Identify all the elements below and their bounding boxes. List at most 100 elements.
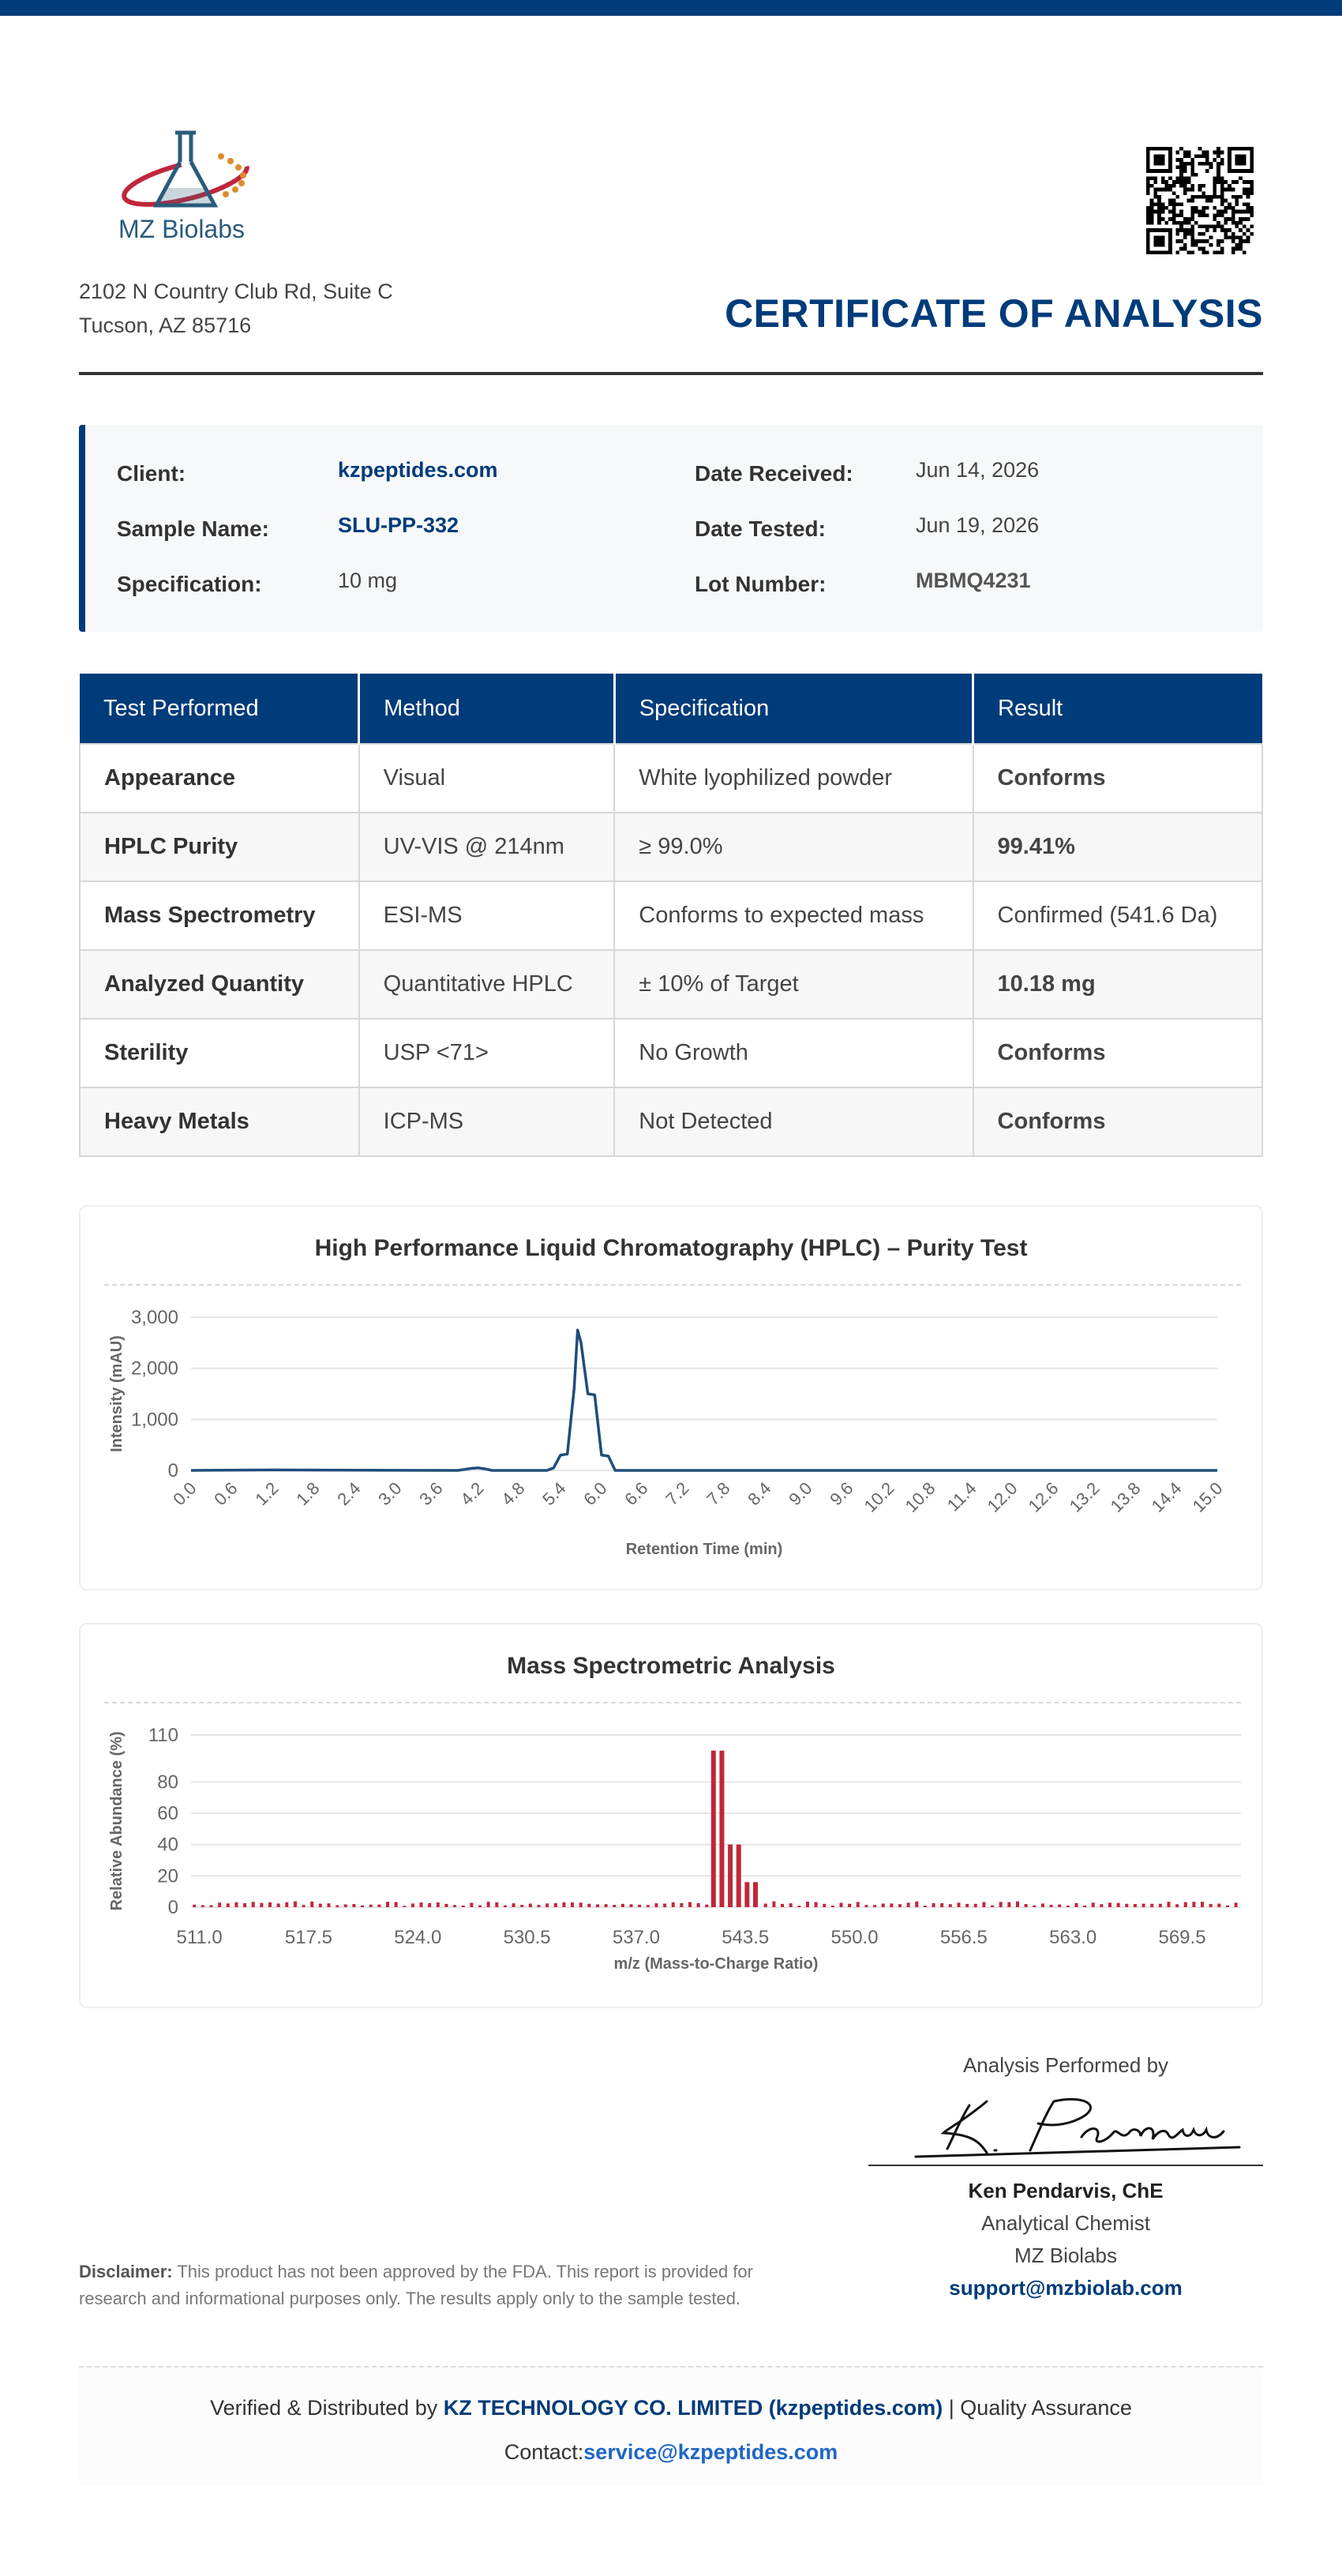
hplc-y-tick-label: 2,000 — [131, 1358, 178, 1380]
ms-noise-bar — [1066, 1906, 1070, 1907]
ms-noise-bar — [1150, 1903, 1154, 1907]
footer-contact-email-link[interactable]: service@kzpeptides.com — [583, 2440, 838, 2464]
header-divider — [79, 372, 1263, 375]
ms-noise-bar — [209, 1905, 213, 1907]
analyst-role: Analytical Chemist — [981, 2211, 1150, 2235]
signature-caption: Analysis Performed by — [962, 2053, 1169, 2077]
ms-peak-bar — [753, 1882, 759, 1907]
table-row: Analyzed Quantity Quantitative HPLC ± 10… — [79, 949, 1264, 1020]
ms-noise-bar — [293, 1901, 297, 1907]
hplc-x-tick-label: 6.6 — [620, 1478, 651, 1509]
ms-noise-bar — [932, 1903, 935, 1907]
flask-logo-icon — [122, 130, 249, 208]
ms-y-tick-label: 20 — [157, 1865, 178, 1887]
ms-noise-bar — [1167, 1902, 1171, 1907]
hplc-x-tick-label: 14.4 — [1148, 1478, 1186, 1516]
ms-noise-bar — [571, 1902, 575, 1907]
hplc-x-tick-label: 13.2 — [1066, 1478, 1104, 1516]
ms-noise-bar — [436, 1902, 440, 1907]
support-email-link[interactable]: support@mzbiolab.com — [949, 2276, 1183, 2300]
hplc-x-tick-label: 3.6 — [415, 1478, 446, 1509]
disclaimer: Disclaimer: This product has not been ap… — [79, 2259, 789, 2312]
footer-company-link[interactable]: KZ TECHNOLOGY CO. LIMITED (kzpeptides.co… — [443, 2396, 943, 2420]
ms-x-tick-label: 556.5 — [940, 1927, 988, 1948]
ms-noise-bar — [276, 1903, 280, 1907]
hplc-x-tick-label: 1.2 — [251, 1478, 282, 1509]
result-cell: 10.18 mg — [972, 949, 1264, 1020]
ms-noise-bar — [999, 1902, 1003, 1907]
ms-y-tick-label: 110 — [148, 1725, 178, 1746]
result-cell: 99.41% — [972, 812, 1264, 882]
analyst-organization: MZ Biolabs — [1014, 2244, 1118, 2267]
hplc-x-tick-label: 10.2 — [860, 1478, 898, 1516]
ms-y-tick-label: 0 — [168, 1897, 178, 1918]
test-cell: Mass Spectrometry — [79, 881, 360, 951]
hplc-x-tick-label: 0.0 — [169, 1478, 200, 1509]
client-label: Client: — [117, 461, 186, 486]
ms-noise-bar — [302, 1905, 306, 1907]
mass-spec-chart-title: Mass Spectrometric Analysis — [507, 1653, 835, 1679]
ms-noise-bar — [495, 1902, 499, 1907]
ms-x-tick-label: 517.5 — [285, 1927, 332, 1948]
test-cell: Sterility — [79, 1018, 360, 1088]
address-line-2: Tucson, AZ 85716 — [79, 314, 252, 337]
result-cell: Conforms — [972, 1087, 1264, 1157]
ms-noise-bar — [1091, 1902, 1095, 1907]
ms-noise-bar — [403, 1906, 407, 1907]
ms-noise-bar — [629, 1904, 633, 1907]
ms-noise-bar — [385, 1902, 389, 1907]
ms-noise-bar — [243, 1902, 247, 1907]
table-row: Sterility USP <71> No Growth Conforms — [79, 1018, 1264, 1088]
header-test: Test Performed — [80, 674, 361, 744]
ms-x-tick-label: 543.5 — [722, 1927, 769, 1948]
ms-noise-bar — [1209, 1903, 1213, 1907]
header-result: Result — [973, 674, 1262, 744]
ms-noise-bar — [369, 1904, 373, 1907]
ms-noise-bar — [1225, 1905, 1229, 1907]
signature-line — [868, 2165, 1263, 2166]
ms-noise-bar — [646, 1905, 650, 1907]
ms-noise-bar — [470, 1902, 474, 1907]
ms-noise-bar — [377, 1904, 381, 1907]
hplc-x-tick-label: 7.8 — [703, 1478, 733, 1509]
hplc-chart-card: High Performance Liquid Chromatography (… — [79, 1205, 1263, 1590]
ms-x-axis-label: m/z (Mass-to-Charge Ratio) — [614, 1955, 819, 1973]
ms-noise-bar — [830, 1906, 834, 1907]
ms-noise-bar — [940, 1903, 944, 1907]
ms-y-axis-label: Relative Abundance (%) — [108, 1731, 126, 1910]
ms-noise-bar — [537, 1905, 541, 1907]
hplc-y-tick-label: 0 — [168, 1460, 178, 1481]
ms-noise-bar — [1192, 1902, 1196, 1907]
result-cell: Confirmed (541.6 Da) — [972, 881, 1264, 951]
ms-noise-bar — [352, 1904, 356, 1907]
hplc-x-axis-label: Retention Time (min) — [626, 1541, 783, 1558]
ms-peak-bar — [719, 1750, 725, 1907]
ms-noise-bar — [461, 1906, 465, 1907]
address-line-1: 2102 N Country Club Rd, Suite C — [79, 280, 393, 303]
ms-peak-bar — [744, 1882, 750, 1907]
ms-noise-bar — [318, 1903, 322, 1907]
ms-noise-bar — [310, 1901, 314, 1907]
ms-noise-bar — [671, 1902, 675, 1907]
ms-noise-bar — [327, 1903, 331, 1907]
hplc-series-line — [190, 1328, 1217, 1472]
ms-noise-bar — [1100, 1904, 1104, 1907]
mass-spec-chart-card: Mass Spectrometric Analysis 0 20 40 60 80 110… — [79, 1623, 1263, 2008]
lot-number-label: Lot Number: — [695, 572, 827, 596]
ms-x-tick-label: 537.0 — [613, 1927, 660, 1948]
table-row: Appearance Visual White lyophilized powd… — [79, 743, 1264, 813]
hplc-y-axis-label: Intensity (mAU) — [108, 1335, 126, 1452]
ms-noise-bar — [781, 1903, 785, 1907]
footer-contact-line: Contact:service@kzpeptides.com — [79, 2440, 1263, 2465]
ms-noise-bar — [620, 1903, 624, 1907]
hplc-x-tick-label: 4.8 — [497, 1478, 528, 1509]
ms-noise-bar — [814, 1902, 818, 1907]
ms-noise-bar — [410, 1903, 414, 1907]
ms-x-tick-label: 530.5 — [504, 1927, 551, 1948]
ms-noise-bar — [1074, 1902, 1078, 1907]
ms-noise-bar — [890, 1903, 894, 1907]
date-received-label: Date Received: — [695, 461, 853, 486]
result-cell: Conforms — [972, 743, 1264, 813]
footer-verified-line: Verified & Distributed by KZ TECHNOLOGY … — [79, 2396, 1263, 2420]
footer-verified-prefix: Verified & Distributed by — [210, 2396, 444, 2420]
